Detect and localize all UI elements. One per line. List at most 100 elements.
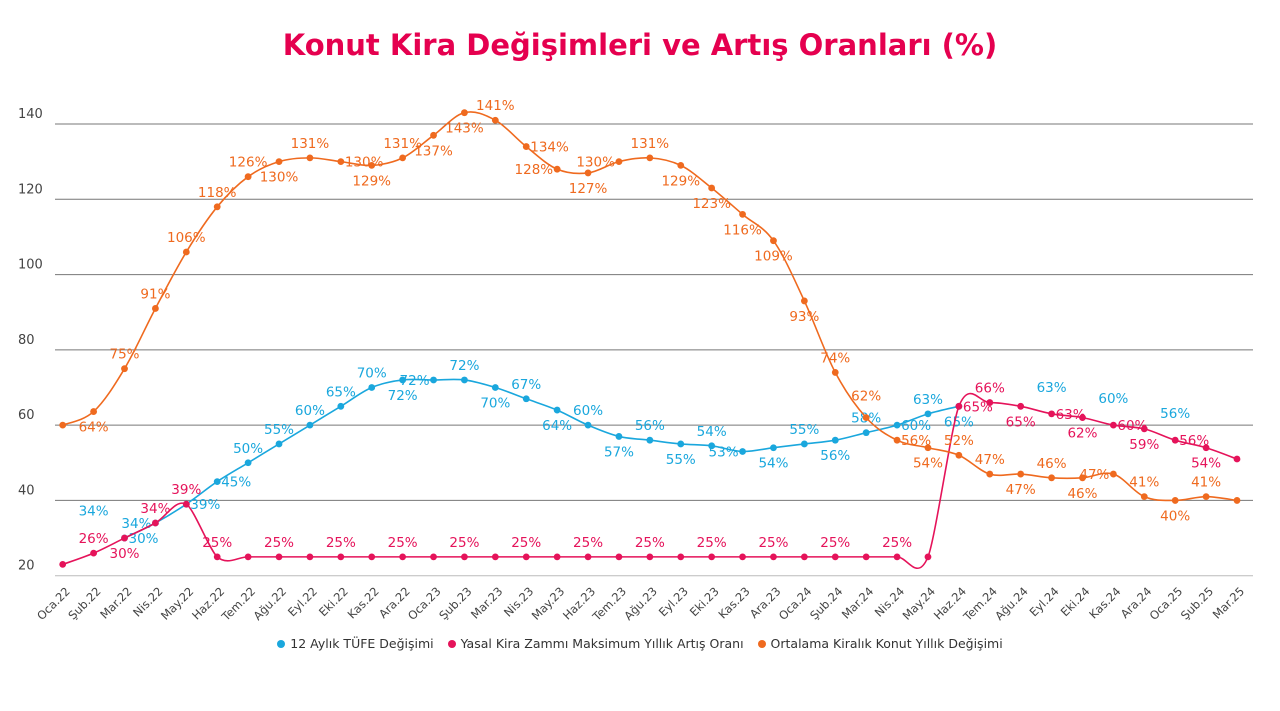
data-label: 143%: [445, 121, 484, 137]
data-label: 64%: [79, 420, 109, 436]
legend-item-tufe: 12 Aylık TÜFE Değişimi: [277, 636, 434, 651]
x-tick-label: May.23: [529, 584, 567, 622]
data-label: 25%: [882, 535, 912, 551]
data-point: [862, 553, 870, 561]
data-point: [491, 553, 499, 561]
data-point: [1079, 474, 1086, 482]
legend: 12 Aylık TÜFE Değişimi Yasal Kira Zammı …: [0, 636, 1280, 651]
legend-label: 12 Aylık TÜFE Değişimi: [290, 636, 434, 651]
data-label: 34%: [121, 516, 151, 532]
data-label: 25%: [264, 535, 294, 551]
legend-marker: [277, 639, 286, 648]
data-label: 55%: [666, 452, 696, 468]
x-tick-label: May.22: [158, 584, 196, 622]
data-point: [831, 553, 839, 561]
data-label: 59%: [1129, 437, 1159, 453]
legend-label: Yasal Kira Zammı Maksimum Yıllık Artış O…: [460, 636, 744, 651]
data-label: 64%: [542, 418, 572, 434]
data-label: 25%: [697, 535, 727, 551]
data-point: [739, 448, 746, 455]
data-point: [368, 553, 376, 561]
data-point: [275, 553, 283, 561]
data-label: 46%: [1067, 486, 1097, 502]
data-point: [399, 154, 407, 162]
data-label: 34%: [140, 501, 170, 517]
data-point: [1233, 455, 1241, 463]
data-label: 46%: [1037, 456, 1067, 472]
data-label: 70%: [357, 365, 387, 381]
data-label: 30%: [129, 531, 159, 547]
x-tick-label: Mar.24: [839, 584, 876, 621]
data-point: [553, 406, 561, 414]
x-tick-label: Ağu.22: [250, 584, 289, 623]
data-label: 47%: [1079, 467, 1109, 483]
data-label: 54%: [1191, 456, 1221, 472]
data-label: 41%: [1129, 475, 1159, 491]
data-point: [461, 553, 468, 561]
series-line: [124, 378, 960, 539]
data-point: [491, 384, 499, 391]
data-point: [430, 376, 437, 384]
data-label: 25%: [388, 535, 418, 551]
data-point: [800, 553, 808, 561]
data-point: [1048, 474, 1055, 482]
data-point: [955, 402, 963, 410]
x-tick-label: Oca.25: [1147, 584, 1186, 623]
data-point: [584, 421, 592, 429]
data-label: 129%: [352, 173, 391, 189]
data-point: [893, 421, 901, 429]
data-label: 116%: [723, 222, 762, 238]
legend-item-yasal: Yasal Kira Zammı Maksimum Yıllık Artış O…: [447, 636, 744, 651]
data-label: 67%: [511, 377, 541, 393]
y-tick-label: 100: [18, 258, 43, 273]
data-label: 72%: [388, 388, 418, 404]
data-point: [770, 237, 777, 245]
data-label: 54%: [913, 456, 943, 472]
data-label: 56%: [635, 418, 665, 434]
data-point: [213, 553, 221, 561]
legend-marker: [757, 639, 766, 648]
data-label: 50%: [233, 441, 263, 457]
data-label: 56%: [1179, 433, 1209, 449]
data-label: 137%: [414, 143, 453, 159]
x-tick-label: Mar.25: [1210, 584, 1247, 621]
data-label: 66%: [975, 381, 1005, 397]
data-label: 65%: [326, 384, 356, 400]
x-tick-label: Eyl.22: [285, 584, 320, 619]
data-point: [615, 433, 623, 440]
data-label: 131%: [631, 136, 670, 152]
data-label: 54%: [697, 424, 727, 440]
chart-title: Konut Kira Değişimleri ve Artış Oranları…: [282, 28, 998, 62]
x-tick-label: Oca.23: [405, 584, 444, 623]
data-point: [121, 365, 128, 373]
data-label: 129%: [661, 173, 700, 189]
data-label: 72%: [449, 358, 479, 374]
data-label: 134%: [530, 140, 569, 156]
data-point: [152, 305, 159, 312]
data-label: 26%: [79, 531, 109, 547]
data-label: 65%: [944, 414, 974, 430]
data-point: [646, 553, 654, 561]
data-label: 118%: [198, 185, 237, 201]
data-point: [831, 369, 839, 376]
data-label: 56%: [820, 448, 850, 464]
data-label: 74%: [820, 350, 850, 366]
x-tick-label: Şub.25: [1178, 584, 1216, 622]
annotation-label: 34%: [79, 503, 109, 519]
data-point: [770, 444, 777, 452]
data-point: [708, 553, 716, 561]
data-point: [399, 553, 407, 561]
data-point: [368, 384, 376, 391]
data-label: 39%: [171, 482, 201, 498]
data-point: [306, 553, 314, 561]
data-point: [1171, 497, 1179, 504]
data-point: [615, 158, 623, 166]
y-tick-label: 40: [18, 483, 35, 498]
data-point: [1171, 436, 1179, 444]
data-point: [430, 131, 437, 139]
data-point: [1017, 402, 1025, 410]
data-point: [1233, 497, 1241, 504]
data-label: 60%: [573, 403, 603, 419]
data-point: [584, 553, 592, 561]
